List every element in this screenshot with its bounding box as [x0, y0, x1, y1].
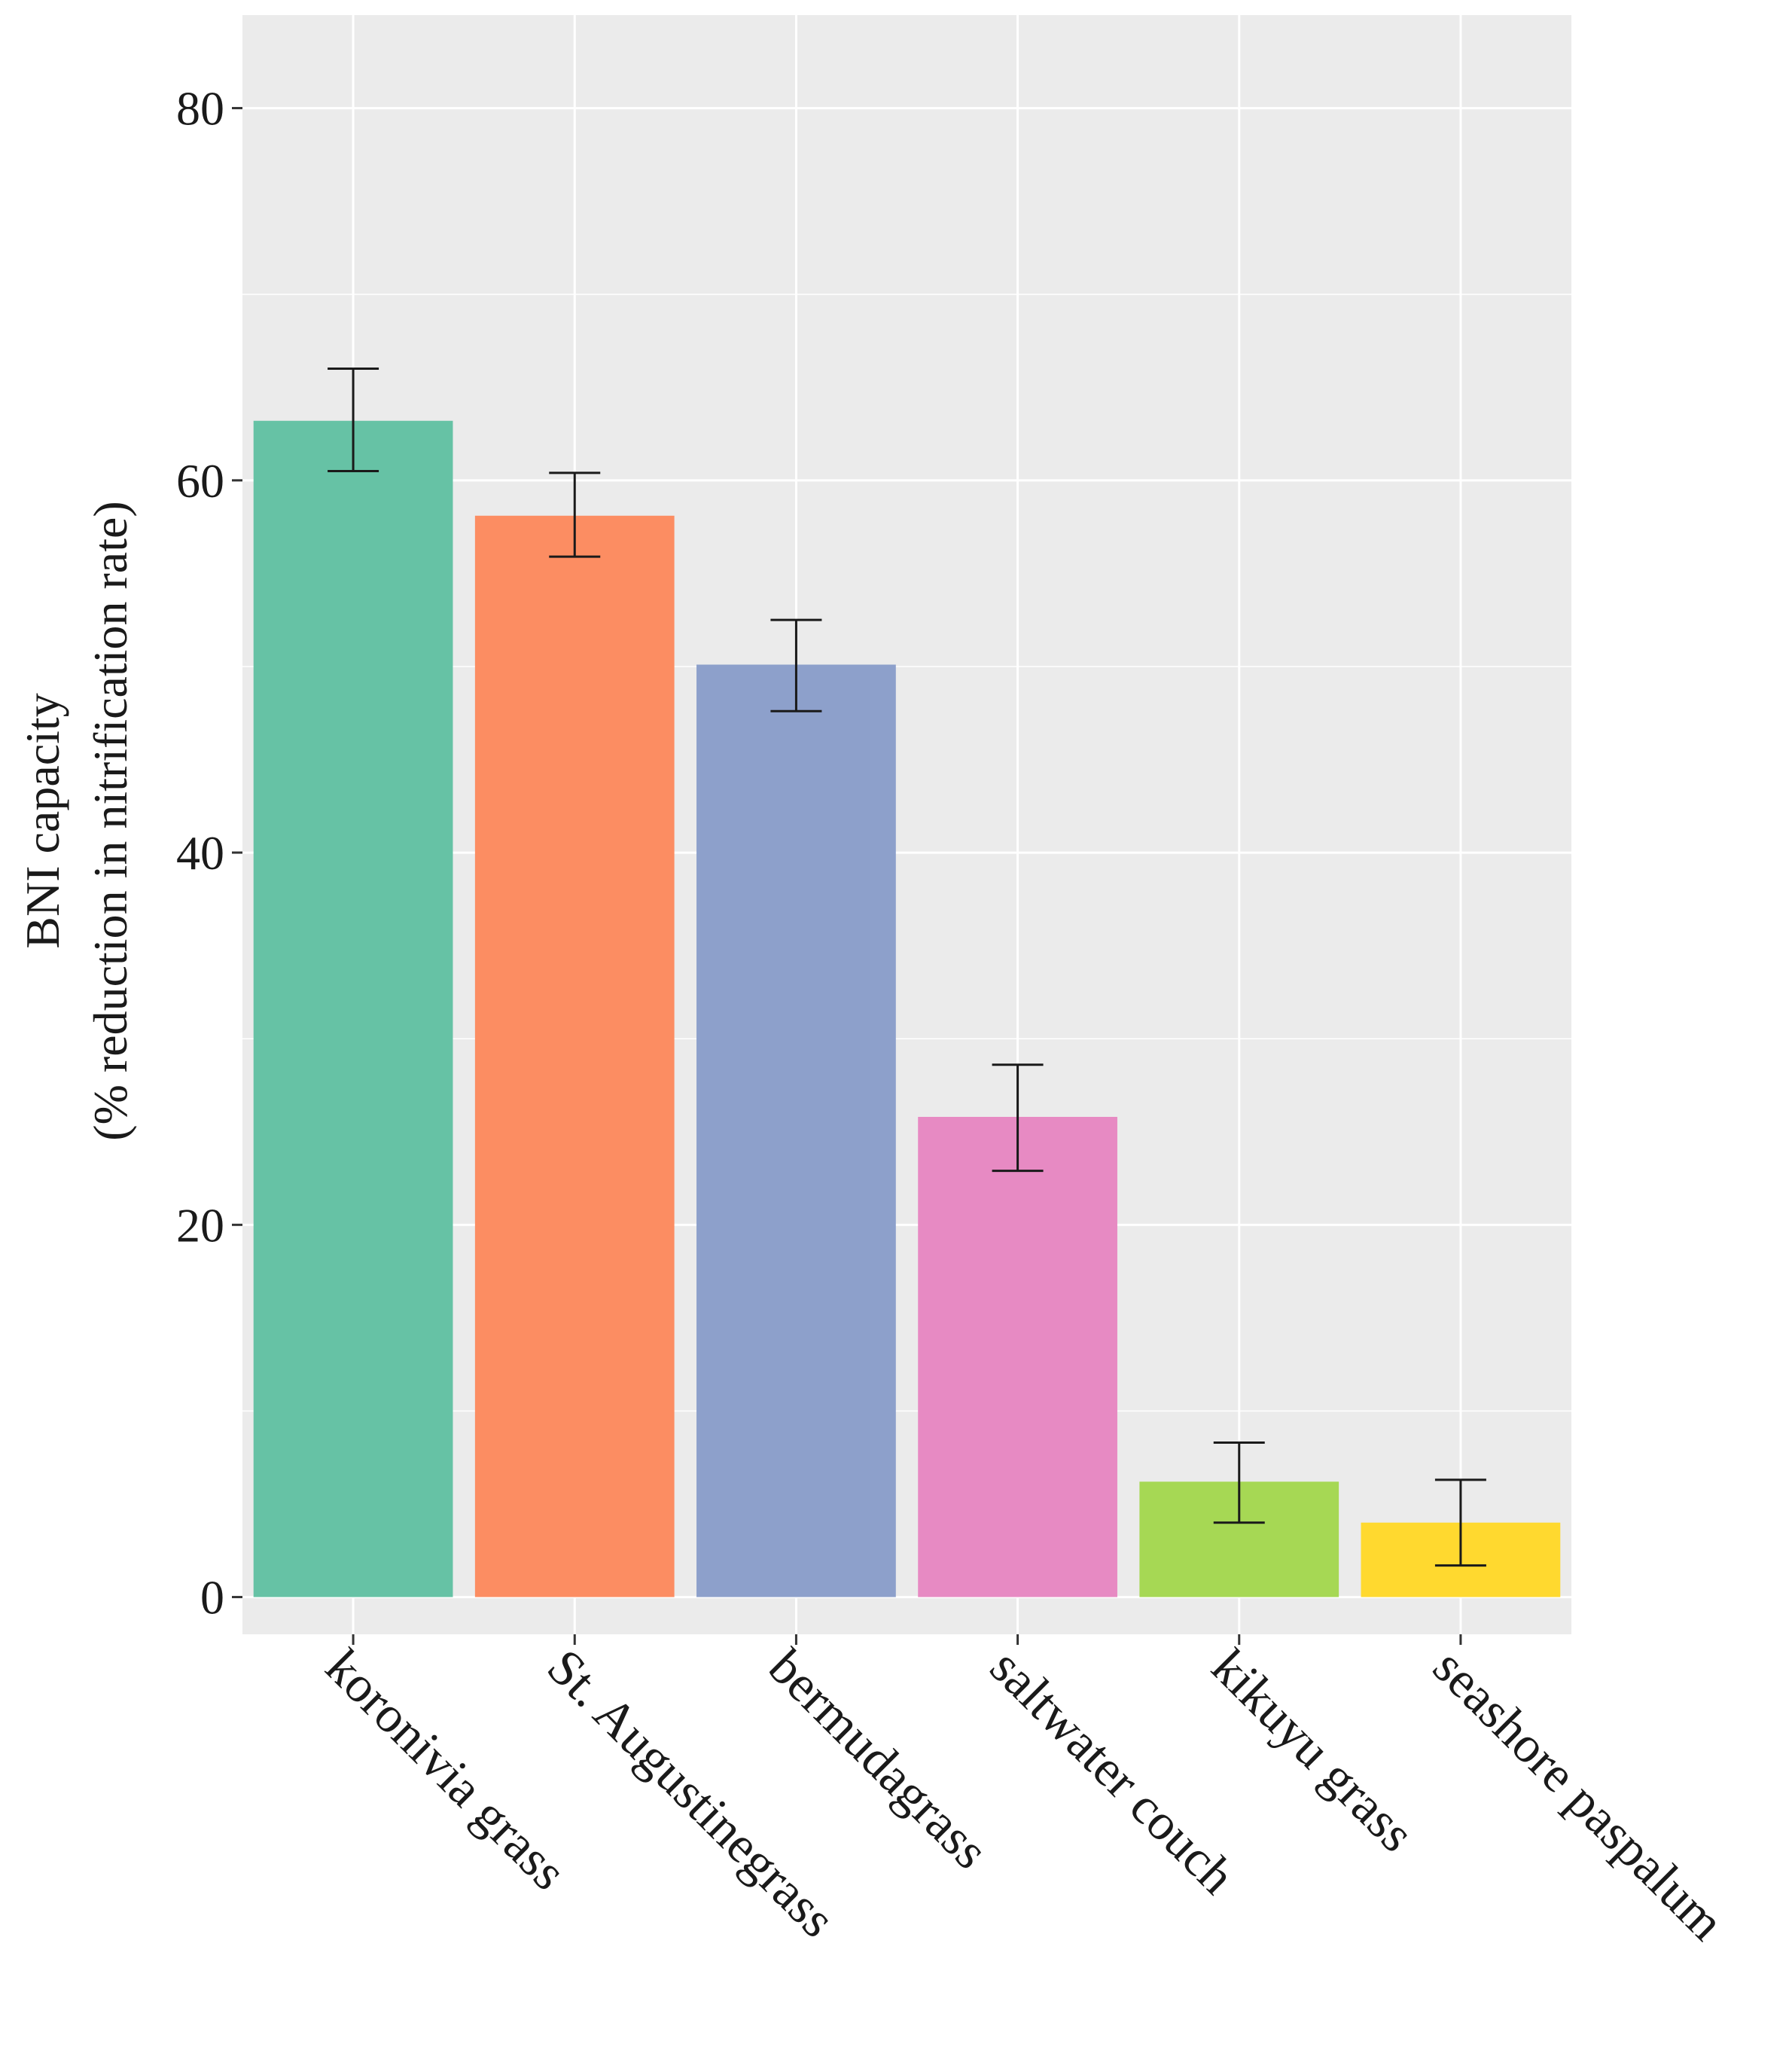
error-bars [328, 368, 1486, 1567]
x-tick-label: bermudagrass [758, 1638, 1000, 1880]
y-tick-label: 0 [200, 1571, 224, 1624]
plot-panel [242, 15, 1571, 1634]
bar-saltwater-couch [918, 1116, 1117, 1597]
bar-koronivia-grass [253, 420, 453, 1597]
y-tick-label: 60 [176, 454, 224, 508]
bars [253, 420, 1561, 1597]
y-tick-label: 80 [176, 82, 224, 136]
x-tick-label: kikuyu grass [1201, 1638, 1425, 1862]
x-tick-label: seashore paspalum [1422, 1638, 1736, 1951]
y-tick-label: 40 [176, 826, 224, 880]
bar-st-augustinegrass [474, 515, 675, 1597]
bar-bermudagrass [696, 664, 896, 1597]
y-axis-title-line2: (% reduction in nitrification rate) [84, 501, 137, 1140]
y-axis-title: BNI capacity (% reduction in nitrificati… [16, 501, 137, 1140]
y-tick-label: 20 [176, 1198, 224, 1252]
y-axis-title-line1: BNI capacity [16, 693, 69, 948]
minor-gridlines [242, 293, 1571, 1412]
y-axis: 0 20 40 60 80 [176, 82, 242, 1624]
